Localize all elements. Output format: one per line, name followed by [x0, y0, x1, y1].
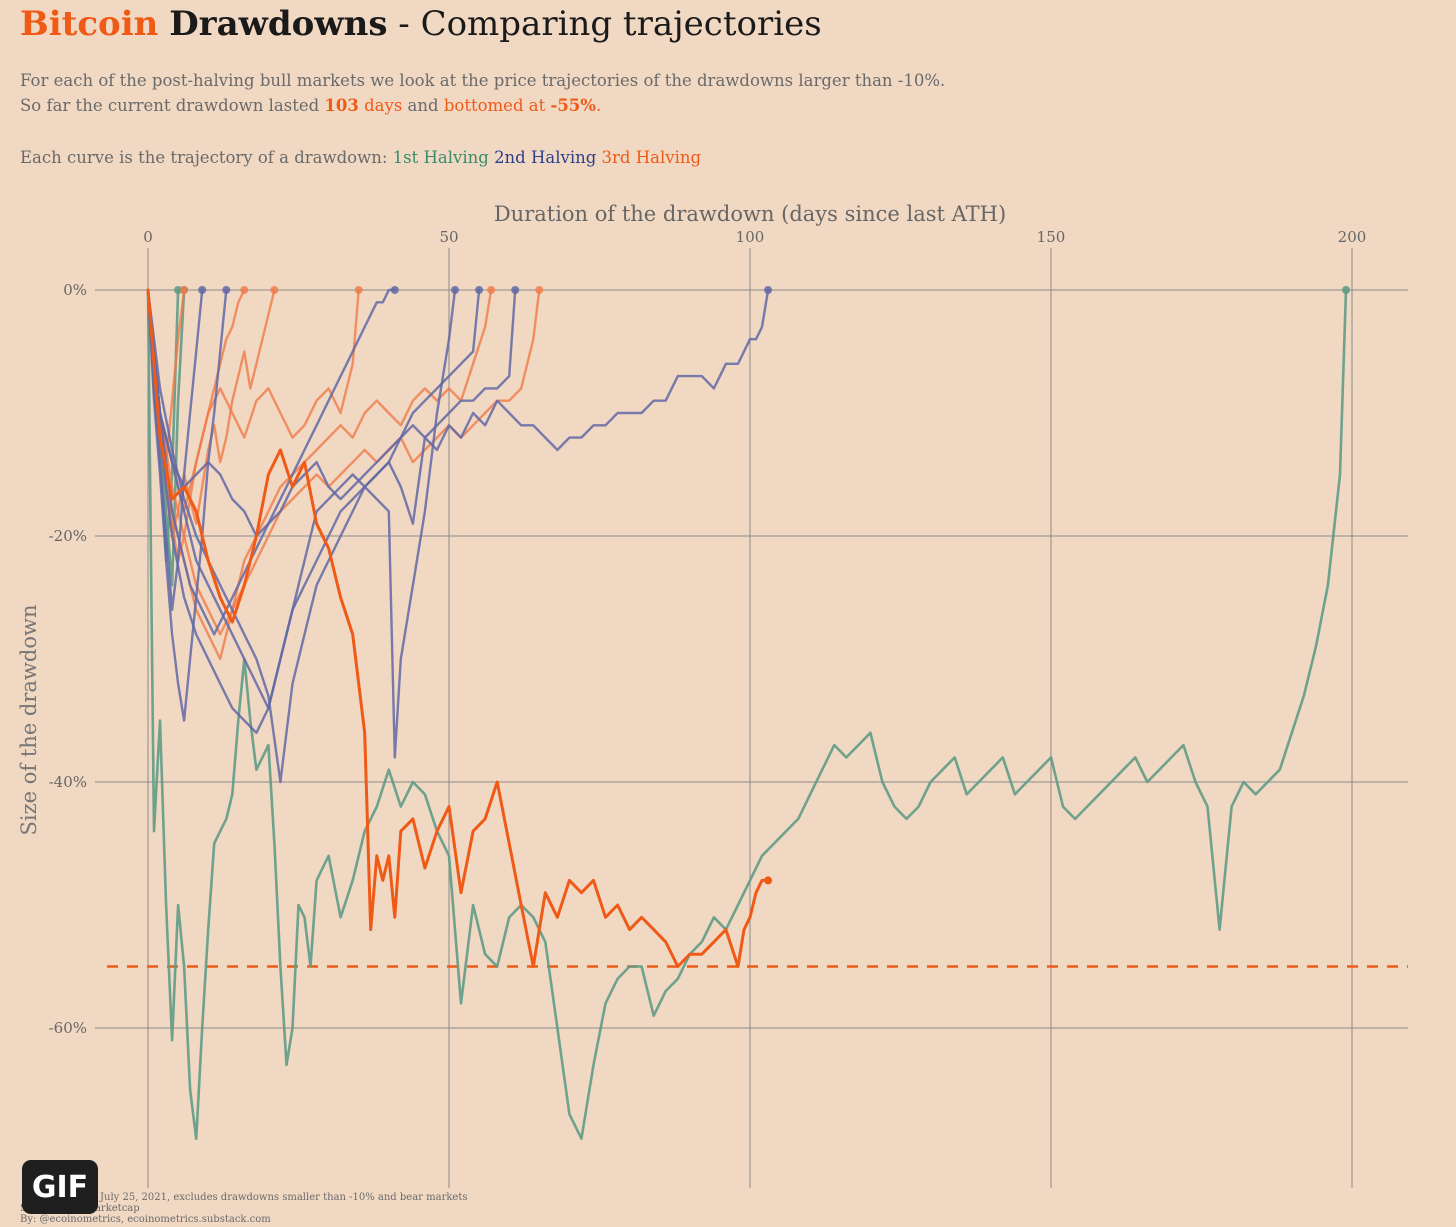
series-2nd-halving: [146, 288, 396, 636]
y-tick-label: -40%: [49, 773, 87, 791]
series: [146, 286, 1350, 1140]
subtitle-lasted-text: So far the current drawdown lasted: [20, 96, 325, 115]
x-axis-title: Duration of the drawdown (days since las…: [494, 202, 1006, 226]
series-2nd-halving: [146, 288, 228, 722]
series-end-point: [354, 286, 363, 294]
subtitle-and-text: and: [402, 96, 444, 115]
footer-date-note: July 25, 2021, excludes drawdowns smalle…: [100, 1192, 468, 1203]
subtitle-period: .: [595, 96, 602, 115]
series-end-point: [487, 286, 496, 294]
y-axis-title: Size of the drawdown: [17, 605, 41, 836]
y-tick-label: 0%: [63, 281, 87, 299]
chart-title: Bitcoin Drawdowns - Comparing trajectori…: [20, 2, 822, 46]
series-end-point: [1341, 286, 1350, 294]
series-2nd-halving: [146, 288, 481, 710]
axes: Duration of the drawdown (days since las…: [17, 202, 1366, 1037]
series-end-point: [180, 286, 189, 294]
gif-badge[interactable]: GIF: [22, 1160, 98, 1214]
series-2nd-halving: [146, 288, 770, 538]
series-end-point: [174, 286, 183, 294]
x-tick-label: 150: [1037, 228, 1066, 246]
grid: [95, 248, 1408, 1188]
series-2nd-halving: [146, 288, 457, 759]
x-tick-label: 200: [1338, 228, 1367, 246]
legend-1st-halving: 1st Halving: [392, 148, 489, 167]
title-bitcoin: Bitcoin: [20, 4, 159, 44]
series-end-point: [764, 286, 773, 294]
subtitle-days-number: 103: [324, 96, 359, 115]
chart-subtitle: For each of the post-halving bull market…: [20, 68, 945, 118]
series-end-point: [535, 286, 544, 294]
x-tick-label: 50: [439, 228, 458, 246]
title-drawdowns: Drawdowns: [169, 4, 388, 44]
series-1st-halving: [146, 288, 1348, 1140]
series-end-point: [222, 286, 231, 294]
series-end-point: [240, 286, 249, 294]
series-current: [146, 288, 770, 968]
series-end-point: [511, 286, 520, 294]
series-end-point: [764, 876, 773, 885]
series-end-point: [390, 286, 399, 294]
subtitle-days-word: days: [358, 96, 403, 115]
y-tick-label: -20%: [49, 527, 87, 545]
subtitle-line-2: So far the current drawdown lasted 103 d…: [20, 93, 945, 118]
subtitle-bottomed-text: bottomed at: [443, 96, 551, 115]
series-end-point: [270, 286, 279, 294]
legend-2nd-halving: 2nd Halving: [494, 148, 597, 167]
footer-byline: By: @ecoinometrics, ecoinometrics.substa…: [20, 1214, 271, 1225]
title-rest: - Comparing trajectories: [387, 4, 822, 44]
series-end-point: [451, 286, 460, 294]
legend: Each curve is the trajectory of a drawdo…: [20, 145, 701, 170]
series-end-point: [475, 286, 484, 294]
subtitle-bottom-pct: -55%: [550, 96, 596, 115]
series-end-point: [198, 286, 207, 294]
y-tick-label: -60%: [49, 1019, 87, 1037]
subtitle-line-1: For each of the post-halving bull market…: [20, 71, 946, 90]
x-tick-label: 0: [143, 228, 153, 246]
legend-3rd-halving: 3rd Halving: [601, 148, 702, 167]
legend-intro: Each curve is the trajectory of a drawdo…: [20, 148, 393, 167]
series-2nd-halving: [146, 288, 204, 611]
x-tick-label: 100: [736, 228, 765, 246]
